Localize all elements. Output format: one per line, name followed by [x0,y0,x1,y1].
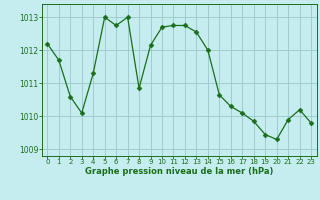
X-axis label: Graphe pression niveau de la mer (hPa): Graphe pression niveau de la mer (hPa) [85,167,273,176]
